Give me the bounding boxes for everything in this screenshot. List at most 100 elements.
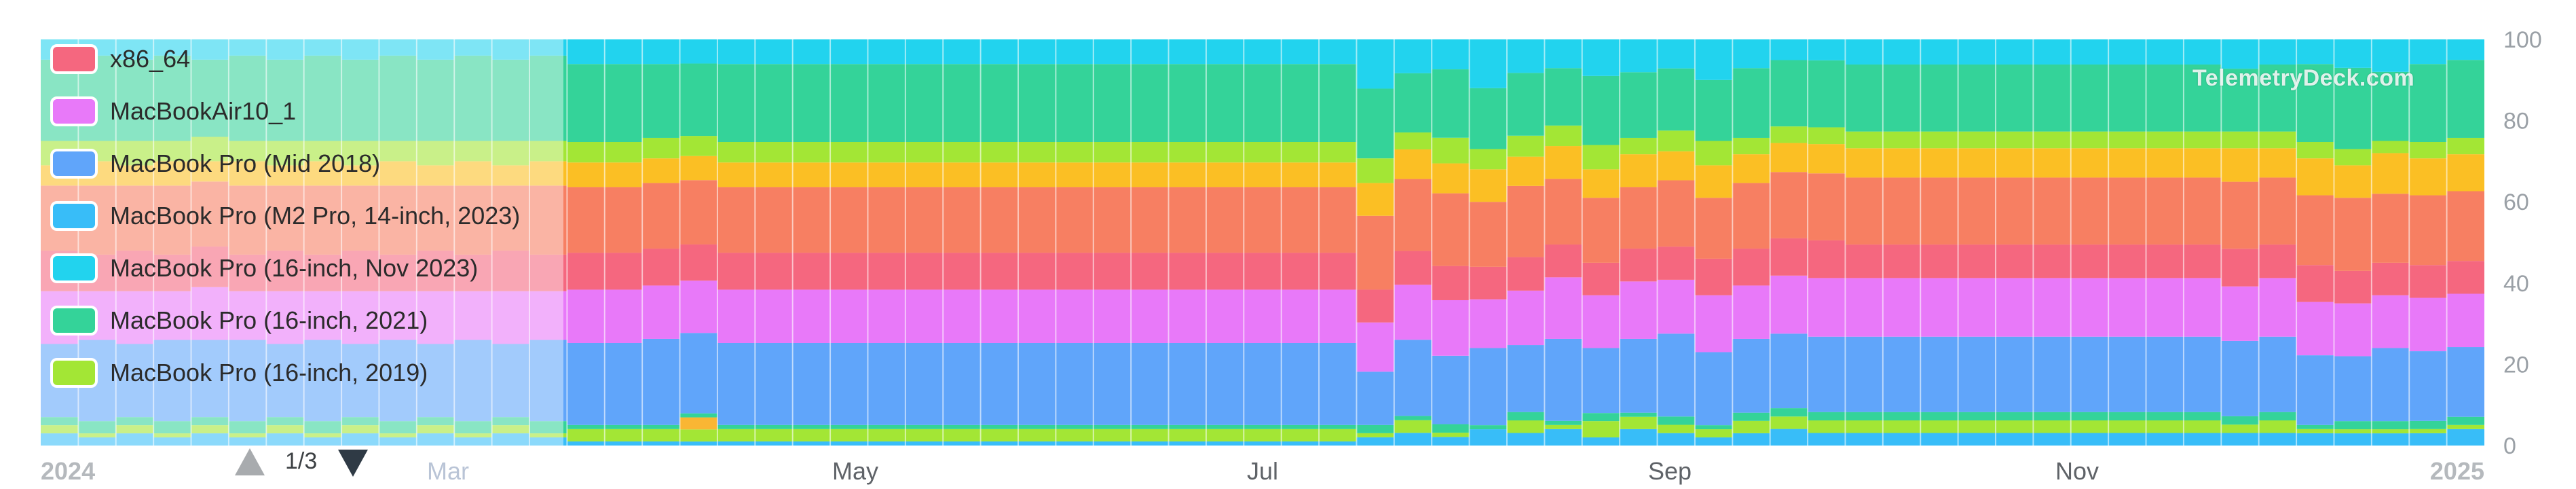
area-segment	[115, 291, 154, 344]
page-down-icon[interactable]	[338, 450, 368, 477]
area-segment	[191, 161, 229, 182]
area-segment	[2371, 348, 2410, 422]
legend-swatch	[50, 253, 98, 283]
area-segment	[1432, 433, 1470, 437]
area-segment	[1056, 253, 1094, 290]
area-segment	[1168, 342, 1206, 425]
area-segment	[642, 137, 680, 159]
area-segment	[2146, 433, 2184, 446]
area-segment	[1996, 420, 2034, 433]
area-segment	[1770, 126, 1808, 143]
area-segment	[2033, 278, 2071, 337]
area-segment	[1244, 162, 1282, 187]
area-segment	[1845, 148, 1883, 178]
area-segment	[266, 141, 304, 166]
area-segment	[2258, 177, 2297, 245]
area-segment	[2446, 424, 2484, 429]
area-segment	[567, 289, 605, 343]
area-segment	[717, 424, 755, 429]
area-segment	[454, 55, 492, 141]
legend-item[interactable]: MacBook Pro (16-inch, Nov 2023)	[50, 249, 478, 288]
area-segment	[1808, 336, 1846, 412]
area-segment	[454, 254, 492, 291]
legend-item[interactable]: MacBook Pro (Mid 2018)	[50, 144, 380, 183]
area-segment	[454, 39, 492, 56]
area-segment	[2258, 131, 2297, 149]
area-segment	[1808, 60, 1846, 128]
area-segment	[604, 39, 643, 65]
area-segment	[717, 39, 755, 65]
area-segment	[1920, 148, 1958, 178]
area-segment	[905, 342, 944, 425]
area-segment	[341, 344, 379, 418]
area-segment	[867, 342, 906, 425]
area-segment	[416, 59, 455, 141]
x-tick-label: 2024	[41, 457, 95, 485]
area-segment	[2334, 67, 2372, 149]
area-segment	[379, 161, 417, 186]
area-segment	[2146, 39, 2184, 65]
area-segment	[1319, 39, 1357, 65]
legend-backdrop	[41, 39, 563, 446]
area-segment	[2409, 420, 2447, 429]
legend-item[interactable]: MacBookAir10_1	[50, 92, 296, 131]
area-segment	[830, 142, 868, 163]
area-segment	[1168, 64, 1206, 143]
area-segment	[1356, 437, 1394, 446]
area-segment	[2146, 64, 2184, 132]
area-segment	[379, 421, 417, 434]
area-segment	[1882, 336, 1921, 412]
area-segment	[1093, 424, 1132, 429]
area-segment	[755, 39, 793, 65]
area-segment	[980, 142, 1018, 163]
y-tick-label: 0	[2503, 433, 2516, 459]
area-segment	[1920, 420, 1958, 433]
area-segment	[1093, 142, 1132, 163]
area-segment	[41, 417, 79, 426]
legend-item[interactable]: MacBook Pro (16-inch, 2019)	[50, 353, 428, 393]
area-segment	[1507, 433, 1545, 446]
area-segment	[1544, 429, 1582, 446]
legend-item[interactable]: MacBook Pro (M2 Pro, 14-inch, 2023)	[50, 196, 520, 236]
area-segment	[529, 55, 567, 141]
area-segment	[943, 187, 981, 253]
area-segment	[341, 291, 379, 344]
area-segment	[1582, 348, 1620, 414]
area-segment	[1657, 279, 1695, 334]
area-segment	[792, 441, 831, 446]
area-segment	[1018, 162, 1056, 187]
area-segment	[1206, 142, 1244, 163]
area-segment	[303, 340, 342, 422]
area-segment	[1882, 148, 1921, 178]
area-segment	[2371, 153, 2410, 194]
area-segment	[980, 64, 1018, 143]
area-segment	[1694, 429, 1733, 438]
area-segment	[830, 253, 868, 290]
area-segment	[228, 161, 267, 186]
area-segment	[1996, 177, 2034, 245]
area-segment	[78, 433, 116, 438]
area-segment	[1582, 198, 1620, 263]
area-segment	[980, 441, 1018, 446]
x-tick-label: 2025	[2430, 457, 2484, 485]
page-up-icon[interactable]	[235, 448, 265, 475]
area-segment	[2258, 39, 2297, 65]
area-segment	[717, 142, 755, 163]
area-segment	[2258, 148, 2297, 178]
legend-item[interactable]: MacBook Pro (16-inch, 2021)	[50, 301, 428, 340]
area-segment	[567, 64, 605, 143]
area-segment	[2033, 244, 2071, 278]
area-segment	[2183, 39, 2222, 65]
area-segment	[1206, 39, 1244, 65]
area-segment	[1244, 253, 1282, 290]
area-segment	[1657, 433, 1695, 446]
legend-item[interactable]: x86_64	[50, 39, 190, 79]
area-segment	[191, 181, 229, 247]
area-segment	[341, 165, 379, 186]
area-segment	[567, 253, 605, 290]
area-segment	[1356, 322, 1394, 372]
area-segment	[980, 39, 1018, 65]
area-segment	[416, 433, 455, 446]
area-segment	[2371, 71, 2410, 141]
